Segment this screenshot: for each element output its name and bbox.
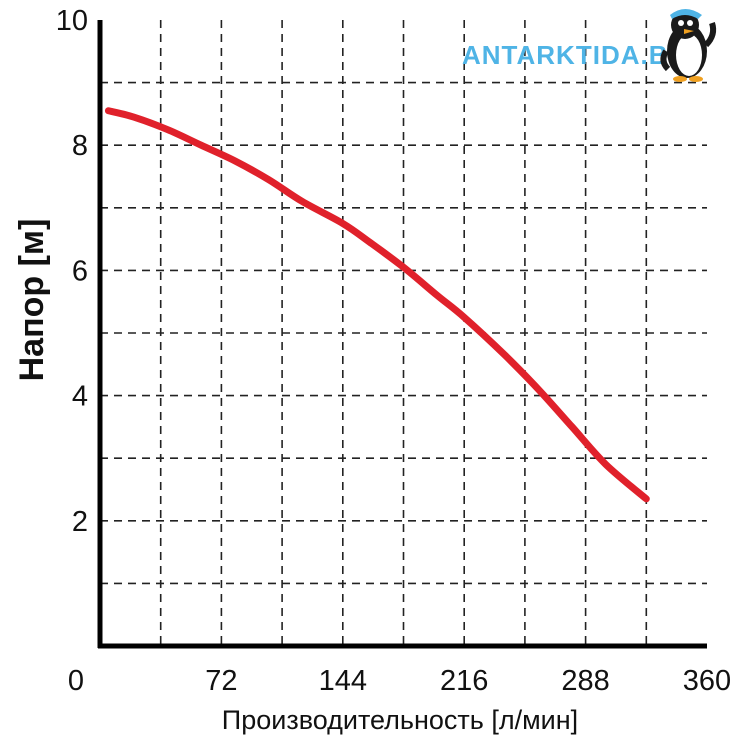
watermark-text: ANTARKTIDA.BY xyxy=(462,40,687,70)
chart-axes xyxy=(97,20,707,649)
x-tick-label: 360 xyxy=(683,665,731,697)
y-tick-label: 2 xyxy=(72,506,88,538)
series-line xyxy=(104,107,650,503)
y-axis-label: Напор [м] xyxy=(13,219,51,382)
watermark-logo: ANTARKTIDA.BY xyxy=(462,9,717,82)
y-tick-label: 6 xyxy=(72,255,88,287)
x-axis-label: Производительность [л/мин] xyxy=(222,705,578,735)
x-tick-label: 216 xyxy=(440,665,488,697)
y-tick-label: 8 xyxy=(72,130,88,162)
x-tick-label: 72 xyxy=(205,665,237,697)
y-tick-label: 4 xyxy=(72,381,88,413)
chart-grid xyxy=(100,20,707,646)
y-tick-label: 10 xyxy=(56,5,88,37)
x-tick-label: 288 xyxy=(561,665,609,697)
x-tick-label: 0 xyxy=(68,665,84,697)
x-tick-label: 144 xyxy=(319,665,367,697)
penguin-icon xyxy=(660,9,717,82)
tick-labels: 0 72 144 216 288 360 2 4 6 8 10 xyxy=(56,5,731,697)
